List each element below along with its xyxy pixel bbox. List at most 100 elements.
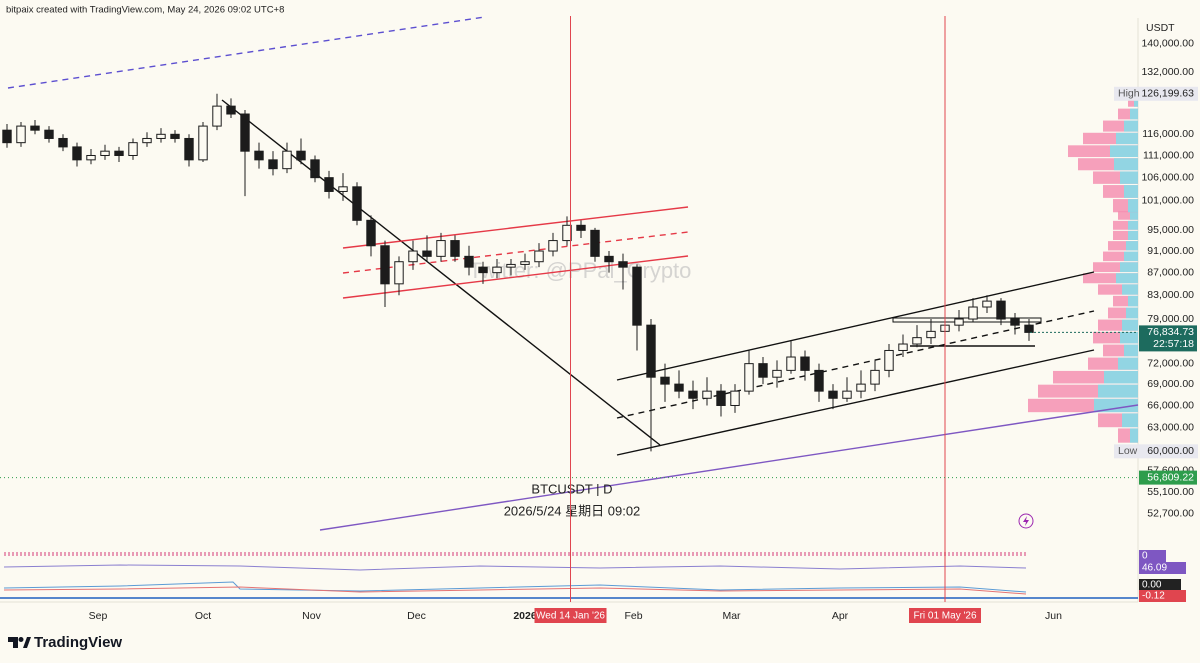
candle-body [520,261,530,265]
y-tick-label: 101,000.00 [1141,195,1194,207]
trend-line [319,404,1139,531]
profile-bar [1098,284,1138,295]
candle-body [856,383,866,392]
indicator-badge [1139,590,1186,602]
last-price-badge [1139,325,1197,352]
y-tick-label: 140,000.00 [1141,38,1194,50]
candle-body [324,177,334,192]
logo-mark [8,637,18,648]
candle-body [730,390,740,406]
y-tick-label: 95,000.00 [1147,224,1194,236]
alert-icon[interactable] [1018,513,1034,529]
profile-bar-part [1122,413,1138,428]
candle-body [30,125,40,131]
profile-bar-part [1124,120,1138,132]
candle-body [590,229,600,257]
indicator-badge [1139,579,1181,591]
candle-body [394,261,404,285]
y-tick-label: 106,000.00 [1141,171,1194,183]
candle-body [422,250,432,257]
y-unit: USDT [1146,22,1175,34]
profile-bar-part [1126,307,1138,319]
header: bitpaix created with TradingView.com, Ma… [6,5,284,16]
candle-body [380,245,390,285]
channel-line [342,206,689,249]
y-tick-label: 83,000.00 [1147,289,1194,301]
profile-bar-part [1120,171,1138,184]
profile-bar-part [1124,185,1138,198]
profile-bar [1093,331,1138,344]
profile-bar-part [1128,230,1138,240]
channel-line [616,349,1095,456]
time-badge [534,608,607,623]
profile-bar [1108,241,1138,251]
trend-line [7,16,486,89]
candle-body [170,133,180,139]
price-badge-label: 126,199.63 [1141,88,1194,100]
candle-body [632,266,642,326]
candle-body [296,150,306,161]
logo-mark [18,637,24,642]
x-tick-label: Feb [624,610,642,622]
profile-bar-part [1124,344,1138,357]
candle-body [982,300,992,308]
candle-body [226,105,236,115]
symbol-label: BTCUSDT | D [531,481,612,496]
candle-body [268,159,278,170]
x-tick-label: Oct [195,610,211,622]
profile-bar-part [1126,241,1138,251]
candle-body [128,142,138,156]
profile-bar [1113,220,1138,230]
candle-body [240,113,250,152]
date-caption: 2026/5/24 星期日 09:02 [504,503,641,518]
profile-bar-part [1130,108,1138,120]
candle-body [562,224,572,242]
price-badge-text: High [1118,88,1140,100]
candle-body [534,250,544,263]
candle-body [366,219,376,247]
trend-line [221,99,661,446]
candle-body [86,154,96,161]
channel-line [616,271,1095,381]
indicator-badges: 046.09 0.00-0.12 [1139,550,1186,602]
y-tick-label: 91,000.00 [1147,245,1194,257]
candle-body [814,369,824,392]
level-badge [1139,470,1197,485]
profile-bar-part [1134,97,1138,107]
candle-body [58,137,68,148]
candle-body [310,159,320,179]
last-price-label: 76,834.73 [1147,326,1194,338]
candle-body [842,390,852,399]
range-box [892,317,1042,323]
profile-bar-part [1110,145,1138,158]
candle-body [156,133,166,139]
profile-bar-part [1122,284,1138,295]
candle-body [114,150,124,156]
candle-body [954,318,964,326]
profile-bar-part [1114,158,1138,171]
time-badge-label: Fri 01 May '26 [913,611,976,622]
x-tick-label: 2026 [513,610,537,622]
candle-body [660,376,670,385]
profile-bar-part [1116,273,1138,284]
x-tick-label: Mar [722,610,741,622]
footer-logo-text: TradingView [34,634,122,651]
candle-body [338,186,348,192]
profile-bar [1113,230,1138,240]
indicator-badge-label: 0 [1142,551,1148,562]
profile-bar-part [1122,319,1138,331]
candle-body [674,383,684,392]
y-tick-label: 72,000.00 [1147,357,1194,369]
y-tick-label: 55,100.00 [1147,486,1194,498]
candle-body [800,356,810,371]
candles [2,93,1034,452]
candle-body [870,369,880,385]
candle-body [16,125,26,144]
profile-bar-part [1120,331,1138,344]
x-tick-label: Nov [302,610,321,622]
profile-bar [1118,211,1138,220]
indicator-line [3,564,1027,571]
profile-bar [1103,251,1138,262]
candle-body [72,146,82,161]
